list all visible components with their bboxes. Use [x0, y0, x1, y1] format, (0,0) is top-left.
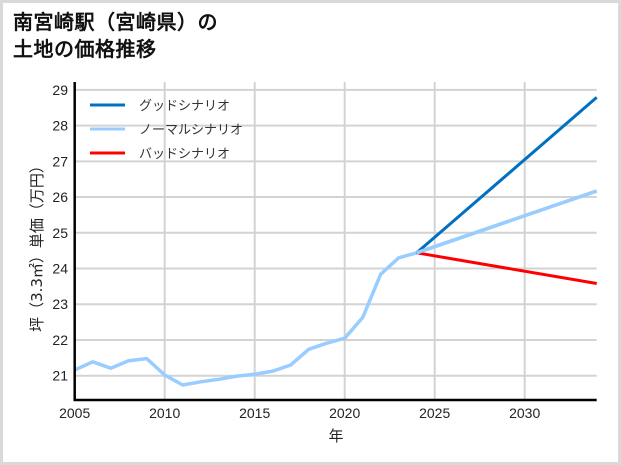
- series-line: [416, 189, 598, 255]
- x-tick-label: 2020: [329, 405, 360, 421]
- y-axis-ticks: 21 22 23 24 25 26 27 28 29: [52, 82, 68, 384]
- y-tick-label: 24: [52, 261, 68, 277]
- y-tick-label: 23: [52, 296, 68, 312]
- legend-label: バッドシナリオ: [139, 147, 230, 162]
- x-tick-label: 2015: [239, 405, 270, 421]
- x-tick-label: 2010: [149, 405, 180, 421]
- chart-title-line2: 土地の価格推移: [13, 37, 157, 61]
- legend-label: グッドシナリオ: [139, 99, 230, 114]
- y-tick-label: 27: [52, 153, 68, 169]
- axes: [73, 82, 597, 402]
- legend-label: ノーマルシナリオ: [139, 123, 243, 138]
- y-tick-label: 28: [52, 118, 68, 134]
- series-line: [73, 189, 598, 387]
- x-axis-ticks: 2005 2010 2015 2020 2025 2030: [59, 405, 540, 421]
- x-axis-label: 年: [328, 427, 343, 445]
- chart-title: 南宮崎駅（宮崎県）の 土地の価格推移: [13, 9, 218, 63]
- y-axis-label: 坪（3.3㎡）単価（万円）: [28, 158, 46, 332]
- series-line: [415, 96, 598, 254]
- x-tick-label: 2030: [509, 405, 540, 421]
- y-tick-label: 21: [52, 368, 68, 384]
- y-tick-label: 25: [52, 225, 68, 241]
- y-tick-label: 22: [52, 332, 68, 348]
- grid-lines: [74, 82, 597, 400]
- chart-title-line1: 南宮崎駅（宮崎県）の: [13, 10, 218, 34]
- y-tick-label: 29: [52, 82, 68, 98]
- x-tick-label: 2005: [59, 405, 90, 421]
- y-tick-label: 26: [52, 189, 68, 205]
- data-series: [73, 96, 598, 387]
- x-tick-label: 2025: [419, 405, 450, 421]
- series-line: [416, 251, 597, 285]
